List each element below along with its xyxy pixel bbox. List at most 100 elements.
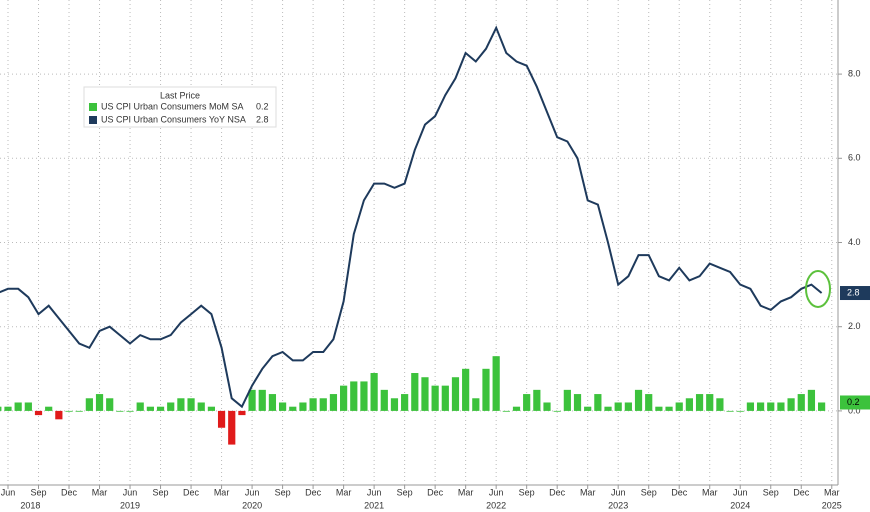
bar	[217, 410, 226, 428]
bar	[278, 402, 287, 411]
year-label: 2024	[730, 500, 750, 510]
bar	[533, 389, 541, 411]
x-tick-label: Mar	[458, 487, 474, 497]
bar	[187, 398, 195, 411]
bar	[14, 402, 22, 411]
bar	[75, 410, 83, 412]
bar	[624, 402, 632, 411]
x-tick-label: Sep	[31, 487, 47, 497]
bar	[156, 406, 165, 411]
x-tick-label: Dec	[427, 487, 444, 497]
bar	[462, 368, 470, 411]
x-tick-label: Dec	[61, 487, 78, 497]
last-value-label: 0.2	[847, 397, 860, 407]
bar	[126, 410, 134, 412]
x-tick-label: Mar	[702, 487, 718, 497]
year-label: 2022	[486, 500, 506, 510]
bar	[401, 394, 409, 411]
bar	[45, 406, 53, 411]
bar	[492, 356, 500, 411]
bar	[65, 410, 73, 412]
y-tick-label: 4.0	[848, 237, 861, 247]
bar	[380, 389, 388, 411]
x-tick-label: Dec	[793, 487, 810, 497]
bar	[390, 398, 399, 411]
bar	[523, 394, 531, 411]
bar	[177, 398, 185, 411]
x-tick-label: Jun	[489, 487, 504, 497]
bar	[85, 398, 93, 411]
year-label: 2018	[20, 500, 40, 510]
x-tick-label: Dec	[305, 487, 322, 497]
bar	[482, 368, 490, 411]
bar	[787, 398, 795, 411]
bar	[34, 410, 43, 416]
plot	[0, 0, 838, 485]
y-tick-label: 8.0	[848, 68, 861, 78]
bar	[451, 377, 460, 411]
bar	[553, 410, 561, 412]
bar	[299, 402, 307, 411]
x-tick-label: Dec	[671, 487, 688, 497]
x-tick-label: Dec	[183, 487, 200, 497]
bar	[685, 398, 693, 411]
legend-value: 0.2	[256, 101, 269, 111]
bar	[563, 389, 571, 411]
legend-title: Last Price	[160, 90, 200, 100]
bar	[472, 398, 480, 411]
bar	[746, 402, 755, 411]
bar	[228, 410, 236, 445]
bar	[594, 394, 602, 411]
x-tick-label: Mar	[214, 487, 230, 497]
last-value-badge	[840, 286, 870, 301]
year-label: 2021	[364, 500, 384, 510]
legend-swatch	[89, 103, 97, 111]
bar	[136, 402, 144, 411]
bar	[797, 394, 805, 411]
x-tick-label: Sep	[397, 487, 413, 497]
bar	[441, 385, 449, 411]
bar	[695, 394, 704, 411]
x-tick-label: Sep	[763, 487, 779, 497]
bar	[329, 394, 338, 411]
bar	[106, 398, 114, 411]
last-value-badge	[840, 395, 870, 410]
bar	[512, 406, 521, 411]
bar	[309, 398, 317, 411]
bar	[350, 381, 358, 411]
legend-value: 2.8	[256, 114, 269, 124]
bar	[706, 394, 714, 411]
bar	[4, 406, 12, 411]
legend: Last Price US CPI Urban Consumers MoM SA…	[83, 86, 277, 128]
y-tick-label: 6.0	[848, 153, 861, 163]
bar	[146, 406, 154, 411]
legend-box	[83, 86, 277, 128]
x-tick-label: Jun	[123, 487, 138, 497]
bar	[543, 402, 551, 411]
bar	[675, 402, 683, 411]
bar	[604, 406, 612, 411]
bar	[248, 389, 256, 411]
legend-swatch	[89, 116, 97, 124]
y-tick-label: 0.0	[848, 405, 861, 415]
x-tick-label: Jun	[733, 487, 748, 497]
bar	[818, 402, 826, 411]
year-label: 2023	[608, 500, 628, 510]
last-value-label: 2.8	[847, 287, 860, 297]
bar	[502, 410, 510, 412]
bar	[55, 410, 63, 420]
highlight-ring	[805, 270, 831, 308]
bar	[767, 402, 775, 411]
bar	[370, 373, 378, 411]
bar	[207, 406, 215, 411]
bar	[655, 406, 663, 411]
bar	[238, 410, 246, 416]
bar	[24, 402, 32, 411]
x-tick-label: Jun	[1, 487, 16, 497]
y-tick-label: 2.0	[848, 321, 861, 331]
bar	[716, 398, 724, 411]
legend-label: US CPI Urban Consumers MoM SA	[101, 101, 244, 111]
x-tick-label: Mar	[580, 487, 596, 497]
year-label: 2025	[822, 500, 842, 510]
